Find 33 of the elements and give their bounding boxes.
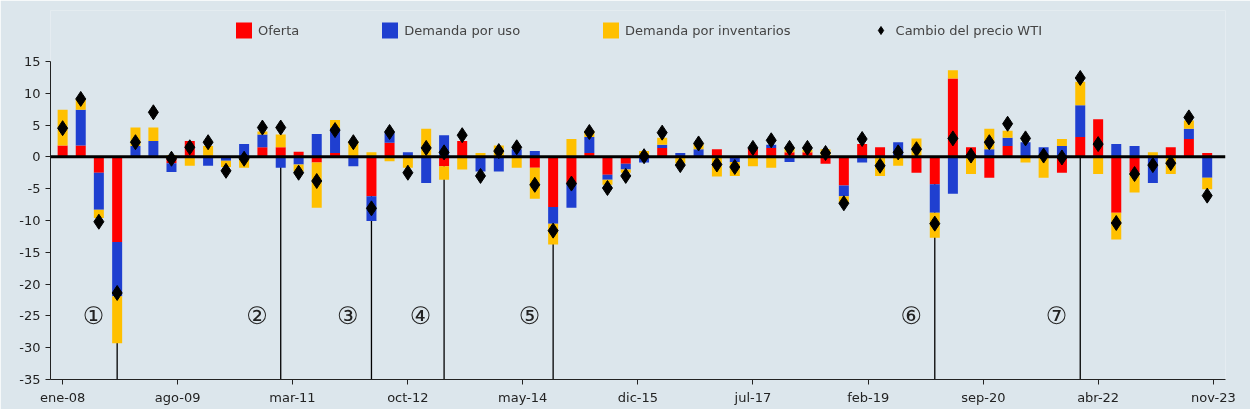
y-tick-label: 0 xyxy=(32,149,41,165)
legend-label: Demanda por uso xyxy=(404,22,521,38)
y-tick-label: -25 xyxy=(19,308,41,324)
x-tick-label: mar-11 xyxy=(269,389,316,405)
legend-label: Demanda por inventarios xyxy=(625,22,791,38)
x-tick-label: oct-12 xyxy=(387,389,429,405)
x-tick-label: ene-08 xyxy=(39,389,86,405)
y-tick-label: -30 xyxy=(19,340,41,356)
ref-line-label: ⑥ xyxy=(900,301,922,330)
ref-line-label: ④ xyxy=(409,301,432,330)
x-tick-label: may-14 xyxy=(498,389,548,405)
ref-line-label: ⑤ xyxy=(518,301,541,330)
y-tick-label: 10 xyxy=(23,85,41,101)
x-tick-label: sep-20 xyxy=(961,389,1006,405)
y-tick-label: -35 xyxy=(19,372,41,387)
y-tick-label: -20 xyxy=(19,276,41,292)
x-tick-label: dic-15 xyxy=(617,389,659,405)
y-tick-label: -15 xyxy=(19,244,41,260)
x-tick-label: ago-09 xyxy=(154,389,201,405)
x-tick-label: abr-22 xyxy=(1077,389,1120,405)
ref-line-label: ③ xyxy=(337,301,359,330)
legend-label: Oferta xyxy=(258,22,300,38)
x-tick-label: jul-17 xyxy=(733,389,772,405)
x-tick-label: feb-19 xyxy=(847,389,890,405)
ref-line-label: ② xyxy=(246,301,268,330)
ref-line-label: ⑦ xyxy=(1045,301,1068,330)
ref-line-label: ① xyxy=(82,301,105,330)
y-tick-label: 15 xyxy=(23,53,41,69)
x-tick-label: nov-23 xyxy=(1190,389,1236,405)
legend-label: Cambio del precio WTI xyxy=(895,22,1042,38)
y-tick-label: -5 xyxy=(27,181,41,197)
y-tick-label: -10 xyxy=(19,212,41,228)
y-tick-label: 5 xyxy=(32,117,41,133)
